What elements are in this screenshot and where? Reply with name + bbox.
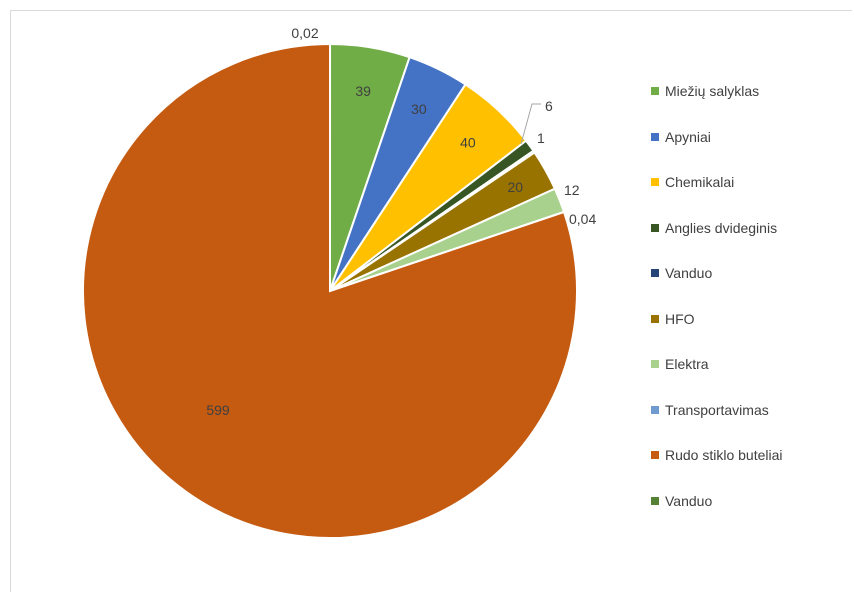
data-label: 0,04 (569, 211, 596, 227)
legend-item: Anglies dvideginis (651, 219, 783, 265)
legend-swatch (651, 360, 659, 368)
pie-slices (82, 42, 578, 539)
legend-item: Vanduo (651, 264, 783, 310)
legend-swatch (651, 314, 659, 323)
legend-swatch (651, 178, 659, 186)
legend-item: Miežių salyklas (651, 82, 783, 128)
data-label: 0,02 (291, 25, 318, 41)
data-label: 6 (545, 98, 553, 114)
leader-lines (520, 103, 541, 145)
legend-swatch (651, 87, 659, 95)
legend-label: Miežių salyklas (665, 83, 760, 99)
data-label: 30 (411, 101, 427, 117)
legend-label: Chemikalai (665, 174, 735, 190)
legend-item: Elektra (651, 355, 783, 401)
legend: Miežių salyklas Apyniai Chemikalai Angli… (651, 82, 783, 537)
legend-label: Elektra (665, 356, 709, 372)
data-labels: 0,02 39 30 40 61 20 12 0,04 599 (206, 25, 596, 418)
legend-item: Chemikalai (651, 173, 783, 219)
legend-label: Rudo stiklo buteliai (665, 447, 783, 463)
legend-label: Anglies dvideginis (665, 219, 778, 236)
legend-item: Vanduo (651, 492, 783, 538)
data-label: 1 (537, 130, 545, 146)
legend-swatch (651, 496, 659, 505)
legend-swatch (651, 132, 659, 141)
legend-swatch (651, 451, 659, 459)
data-label: 39 (355, 83, 371, 99)
leader-line (520, 103, 541, 145)
legend-label: Vanduo (665, 492, 713, 509)
legend-swatch (651, 269, 659, 277)
data-label: 20 (508, 179, 524, 195)
data-label: 40 (460, 135, 476, 151)
legend-label: Transportavimas (665, 401, 769, 418)
legend-label: Vanduo (665, 265, 713, 281)
legend-label: HFO (665, 310, 695, 327)
chart-area (10, 10, 852, 592)
legend-item: Rudo stiklo buteliai (651, 446, 783, 492)
legend-swatch (651, 223, 659, 232)
pie-slice (82, 42, 578, 539)
legend-swatch (651, 405, 659, 414)
legend-label: Apyniai (665, 128, 711, 145)
data-label: 599 (206, 402, 230, 418)
legend-item: Apyniai (651, 128, 783, 174)
legend-item: HFO (651, 310, 783, 356)
legend-item: Transportavimas (651, 401, 783, 447)
data-label: 12 (564, 182, 580, 198)
